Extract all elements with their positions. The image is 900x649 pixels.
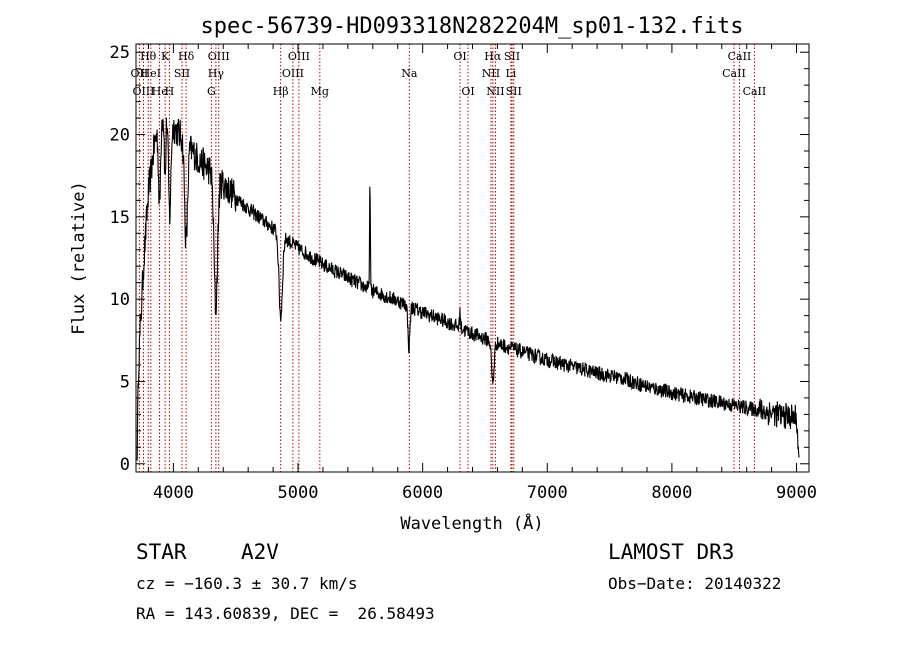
line-label: OIII bbox=[288, 50, 310, 63]
redshift-velocity: cz = −160.3 ± 30.7 km/s bbox=[136, 574, 358, 593]
y-tick-label: 25 bbox=[110, 43, 130, 63]
line-label: Li bbox=[505, 67, 516, 80]
x-tick-label: 6000 bbox=[402, 483, 443, 503]
line-label: CaII bbox=[722, 67, 746, 80]
line-label: OI bbox=[453, 50, 466, 63]
y-tick-label: 20 bbox=[110, 126, 130, 146]
y-axis-label: Flux (relative) bbox=[69, 181, 89, 335]
line-label: SII bbox=[504, 50, 520, 63]
plot-frame bbox=[135, 43, 810, 473]
x-tick-label: 4000 bbox=[153, 483, 194, 503]
survey-name: LAMOST DR3 bbox=[608, 540, 735, 564]
sky-coordinates: RA = 143.60839, DEC = 26.58493 bbox=[136, 604, 435, 623]
y-tick-label: 5 bbox=[120, 372, 130, 392]
line-label: Na bbox=[401, 67, 418, 80]
x-tick-label: 5000 bbox=[278, 483, 319, 503]
line-label: NII bbox=[482, 67, 500, 80]
line-label: Hδ bbox=[178, 50, 195, 63]
line-label: Hγ bbox=[208, 67, 225, 80]
line-label: G bbox=[207, 85, 216, 98]
line-label: OI bbox=[461, 85, 474, 98]
y-tick-label: 10 bbox=[110, 290, 130, 310]
line-label: Mg bbox=[311, 85, 329, 98]
line-label: OIII bbox=[132, 85, 154, 98]
object-class: STAR bbox=[136, 540, 187, 564]
line-label: OIII bbox=[282, 67, 304, 80]
line-label: CaII bbox=[743, 85, 767, 98]
y-tick-label: 0 bbox=[120, 455, 130, 475]
line-label: Hϵ bbox=[152, 85, 168, 98]
x-axis-label: Wavelength (Å) bbox=[400, 512, 543, 534]
line-label: CaII bbox=[728, 50, 752, 63]
line-label: H bbox=[165, 85, 175, 98]
line-label: SII bbox=[506, 85, 522, 98]
line-label: SII bbox=[174, 67, 190, 80]
line-label: NII bbox=[486, 85, 504, 98]
chart-title: spec-56739-HD093318N282204M_sp01-132.fit… bbox=[200, 14, 743, 39]
x-tick-label: 9000 bbox=[776, 483, 817, 503]
object-subclass: A2V bbox=[241, 540, 279, 564]
observation-date: Obs−Date: 20140322 bbox=[608, 574, 782, 593]
x-tick-label: 8000 bbox=[651, 483, 692, 503]
axis-ticks: 4000 5000 6000 7000 8000 9000 0 5 10 15 20 25 bbox=[110, 43, 817, 503]
line-label: HeI bbox=[141, 67, 161, 80]
spectrum-series bbox=[136, 117, 800, 461]
line-label: Hθ bbox=[140, 50, 157, 63]
x-tick-label: 7000 bbox=[527, 483, 568, 503]
line-label: Hα bbox=[484, 50, 502, 63]
line-label: OIII bbox=[208, 50, 230, 63]
line-label: Hβ bbox=[273, 85, 289, 98]
line-label: K bbox=[161, 50, 170, 63]
y-tick-label: 15 bbox=[110, 208, 130, 228]
